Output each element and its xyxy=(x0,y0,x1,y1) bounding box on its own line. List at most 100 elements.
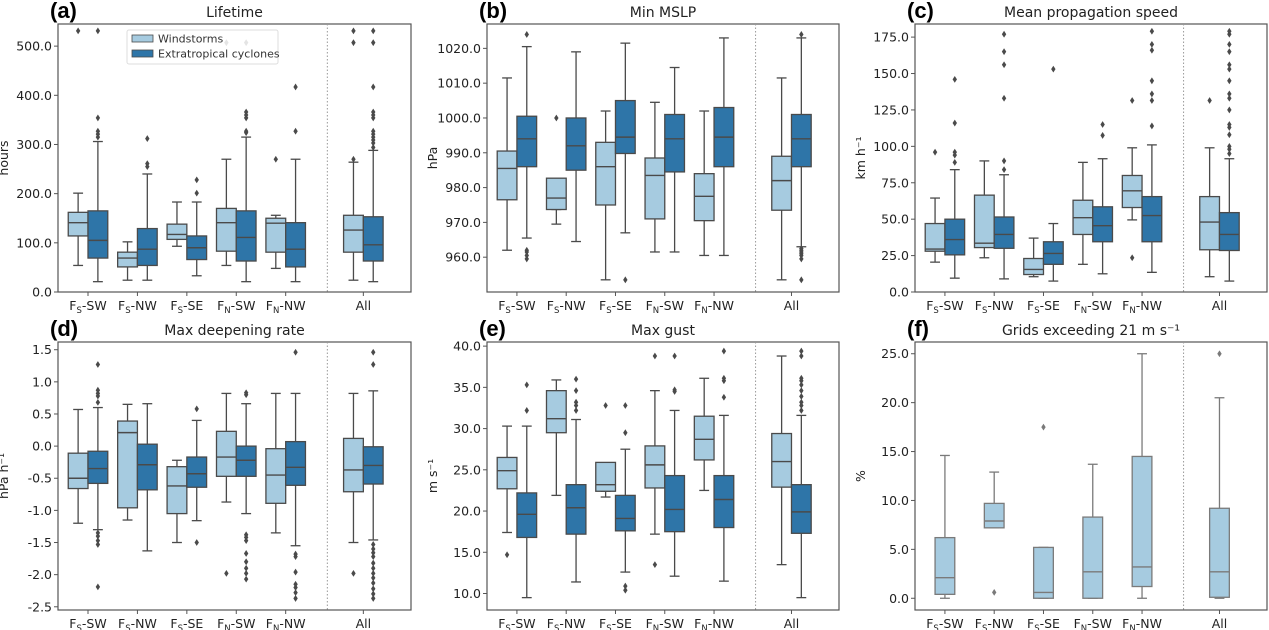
iqr-box xyxy=(983,502,1005,529)
iqr-box xyxy=(285,440,307,486)
outlier-point xyxy=(194,176,199,184)
outlier-point xyxy=(992,588,997,596)
x-tick-suffix: -SW xyxy=(659,298,684,313)
y-tick-label: 200.0 xyxy=(16,186,52,201)
x-tick-label: FN-SW xyxy=(217,298,255,316)
x-tick-main: F xyxy=(69,298,76,313)
outlier-point xyxy=(1041,423,1046,431)
outlier-point xyxy=(1051,65,1056,73)
iqr-box xyxy=(87,450,109,485)
iqr-box xyxy=(67,211,89,237)
y-tick-label: 25.0 xyxy=(453,462,481,477)
outlier-point xyxy=(95,127,101,135)
iqr-box xyxy=(713,474,735,529)
x-tick-main: All xyxy=(1212,616,1228,630)
axes-frame xyxy=(57,341,412,611)
outlier-point xyxy=(623,429,628,437)
iqr-box xyxy=(565,117,587,171)
outlier-point xyxy=(1001,61,1007,69)
outlier-point xyxy=(371,574,376,582)
outlier-point xyxy=(952,75,957,83)
x-tick-label: All xyxy=(1212,298,1228,313)
x-tick-subscript: S xyxy=(982,624,987,630)
iqr-box xyxy=(595,141,617,206)
outlier-point xyxy=(1227,131,1232,139)
box-extratropical-all xyxy=(362,27,384,283)
iqr-box xyxy=(265,448,287,504)
iqr-box xyxy=(924,222,946,252)
x-tick-main: F xyxy=(547,298,554,313)
panel-c-mean-propagation-speed: (c) Mean propagation speed 0.0 25.0 50.0 75.0… xyxy=(853,0,1268,316)
x-tick-subscript: N xyxy=(273,624,279,630)
outlier-point xyxy=(371,127,376,135)
x-tick-suffix: -NW xyxy=(708,298,734,313)
x-tick-subscript: S xyxy=(982,306,987,316)
x-tick-subscript: S xyxy=(125,624,130,630)
panel-title: Mean propagation speed xyxy=(1004,5,1178,21)
outlier-point xyxy=(145,135,150,142)
box-windstorms-fs-se xyxy=(1023,237,1045,278)
iqr-box xyxy=(1141,195,1163,243)
iqr-box xyxy=(496,456,518,490)
x-tick-label: FN-NW xyxy=(694,616,734,630)
x-tick-suffix: -NW xyxy=(1136,616,1162,630)
x-tick-suffix: -NW xyxy=(1136,298,1162,313)
y-tick-label: 980.0 xyxy=(445,180,481,195)
x-tick-subscript: N xyxy=(1081,306,1087,316)
outlier-point xyxy=(95,361,101,368)
box-windstorms-fn-sw xyxy=(215,39,237,267)
x-tick-main: F xyxy=(1122,616,1129,630)
outlier-point xyxy=(554,114,559,122)
outlier-point xyxy=(1001,94,1007,102)
x-tick-suffix: -NW xyxy=(131,616,157,630)
box-extratropical-fn-sw xyxy=(235,39,257,283)
iqr-box xyxy=(362,216,384,262)
x-tick-label: FS-SE xyxy=(1027,616,1060,630)
box-extratropical-fn-nw xyxy=(285,348,307,602)
box-windstorms-fs-sw xyxy=(924,148,946,263)
outlier-point xyxy=(1149,77,1155,85)
x-tick-label: FS-SE xyxy=(599,616,632,630)
x-tick-main: F xyxy=(498,298,505,313)
box-extratropical-fs-nw xyxy=(565,51,587,243)
x-tick-suffix: -SW xyxy=(511,616,536,630)
x-tick-subscript: N xyxy=(653,306,659,316)
box-extratropical-fn-nw xyxy=(713,37,735,257)
y-tick-label: 1.5 xyxy=(32,342,52,357)
axes-frame xyxy=(914,341,1268,611)
outlier-point xyxy=(371,549,376,557)
panel-label: (e) xyxy=(479,316,506,341)
y-tick-label: 20.0 xyxy=(453,504,481,519)
x-tick-main: F xyxy=(975,298,982,313)
outlier-point xyxy=(603,402,608,409)
box-extratropical-fs-sw xyxy=(87,27,109,283)
box-windstorms-fs-nw xyxy=(983,471,1005,596)
box-windstorms-fs-se xyxy=(166,459,188,544)
box-windstorms-all xyxy=(342,27,364,281)
outlier-point xyxy=(194,539,199,546)
y-tick-label: 0.0 xyxy=(889,285,909,300)
outlier-point xyxy=(293,127,298,135)
x-tick-main: F xyxy=(69,616,76,630)
outlier-point xyxy=(243,127,249,135)
x-tick-label: All xyxy=(1212,616,1228,630)
iqr-box xyxy=(771,155,793,211)
outlier-point xyxy=(293,589,298,597)
y-tick-label: 0.5 xyxy=(32,406,52,421)
legend-swatch-extratropical xyxy=(131,49,154,58)
outlier-point xyxy=(799,374,804,382)
x-tick-main: F xyxy=(1027,298,1034,313)
outlier-point xyxy=(799,398,804,406)
outlier-point xyxy=(243,531,249,539)
iqr-box xyxy=(136,227,158,267)
y-axis-label: hPa xyxy=(425,147,440,170)
x-tick-main: All xyxy=(356,298,372,313)
x-tick-suffix: -SE xyxy=(183,616,203,630)
x-tick-subscript: S xyxy=(125,306,130,316)
axes-frame xyxy=(486,341,840,611)
iqr-box xyxy=(644,445,666,489)
y-tick-label: 15.0 xyxy=(881,444,909,459)
outlier-point xyxy=(799,381,804,389)
x-tick-label: FN-SW xyxy=(1074,298,1112,316)
x-tick-label: FN-NW xyxy=(1122,616,1162,630)
